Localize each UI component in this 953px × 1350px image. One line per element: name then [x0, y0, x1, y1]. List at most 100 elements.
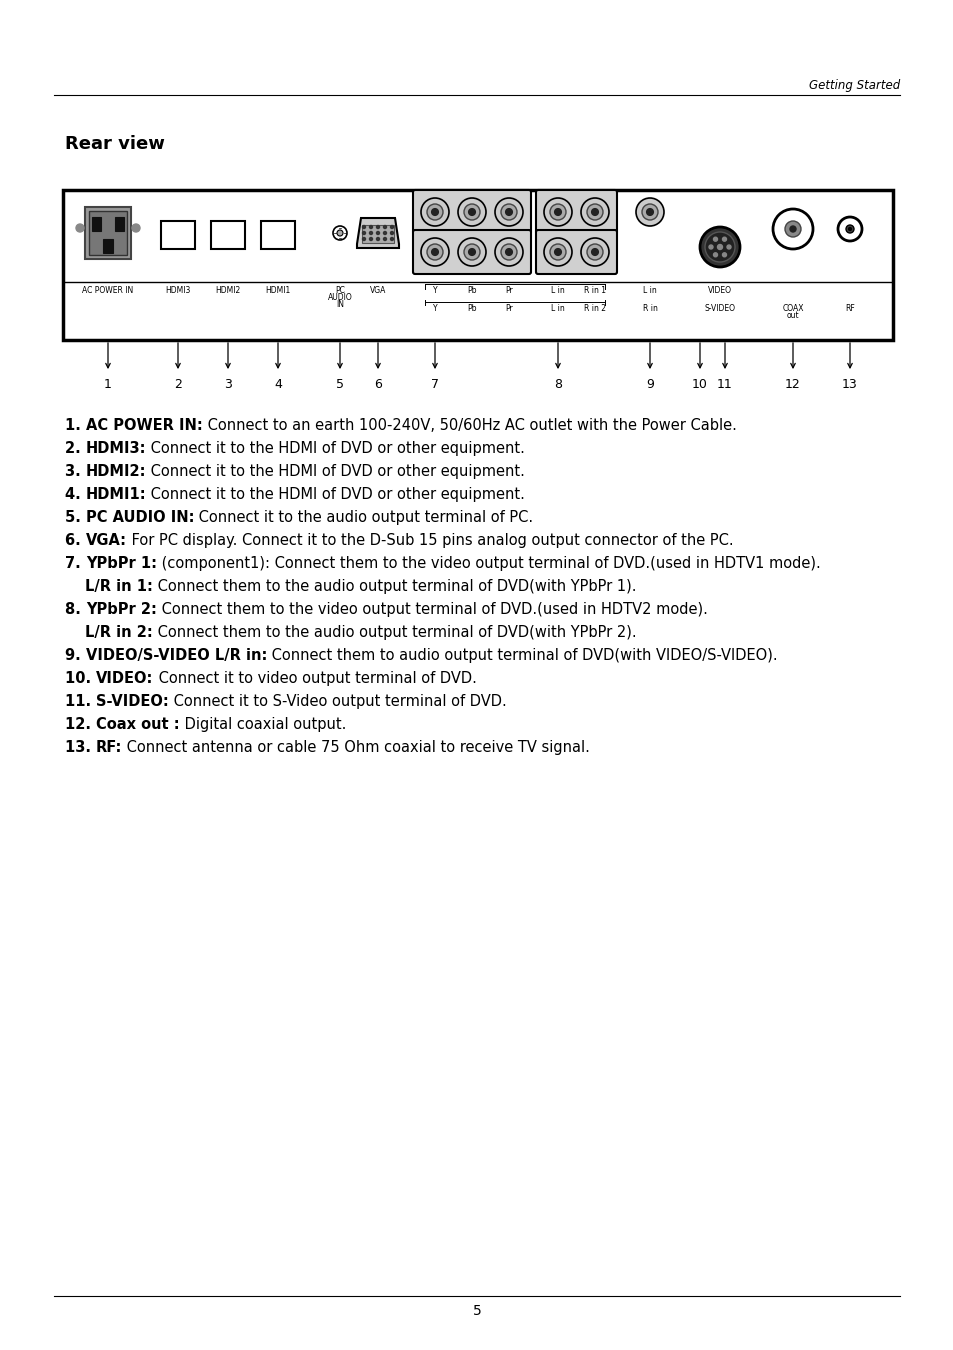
Text: HDMI3: HDMI3	[165, 286, 191, 296]
Text: AUDIO: AUDIO	[327, 293, 352, 302]
Circle shape	[543, 198, 572, 225]
Circle shape	[463, 204, 479, 220]
Text: Connect it to the HDMI of DVD or other equipment.: Connect it to the HDMI of DVD or other e…	[147, 487, 525, 502]
Text: 7.: 7.	[65, 556, 86, 571]
Circle shape	[495, 238, 522, 266]
Text: Pb: Pb	[467, 286, 476, 296]
Circle shape	[554, 248, 561, 255]
Text: 1: 1	[104, 378, 112, 392]
Circle shape	[336, 230, 343, 236]
Text: PC: PC	[335, 286, 345, 296]
Text: 10: 10	[691, 378, 707, 392]
Bar	[115, 217, 124, 231]
Text: VGA: VGA	[370, 286, 386, 296]
Circle shape	[591, 208, 598, 216]
Circle shape	[708, 244, 712, 248]
Circle shape	[369, 238, 372, 240]
Circle shape	[362, 238, 365, 240]
Text: Connect it to S-Video output terminal of DVD.: Connect it to S-Video output terminal of…	[169, 694, 506, 709]
Circle shape	[390, 225, 393, 228]
Text: 11.: 11.	[65, 694, 96, 709]
FancyBboxPatch shape	[413, 230, 531, 274]
Bar	[261, 221, 294, 248]
Circle shape	[376, 238, 379, 240]
Text: Connect them to the video output terminal of DVD.(used in HDTV2 mode).: Connect them to the video output termina…	[156, 602, 707, 617]
Text: out: out	[786, 310, 799, 320]
Circle shape	[700, 227, 740, 267]
Circle shape	[554, 208, 561, 216]
Text: S-VIDEO: S-VIDEO	[703, 304, 735, 313]
Text: Connect to an earth 100-240V, 50/60Hz AC outlet with the Power Cable.: Connect to an earth 100-240V, 50/60Hz AC…	[203, 418, 736, 433]
Text: 4: 4	[274, 378, 282, 392]
Text: 6.: 6.	[65, 533, 86, 548]
Text: L/R in 2:: L/R in 2:	[85, 625, 152, 640]
Text: HDMI1: HDMI1	[265, 286, 291, 296]
Text: 13: 13	[841, 378, 857, 392]
Circle shape	[721, 238, 726, 242]
Text: L in: L in	[551, 304, 564, 313]
Text: RF: RF	[844, 304, 854, 313]
Text: (component1): Connect them to the video output terminal of DVD.(used in HDTV1 mo: (component1): Connect them to the video …	[156, 556, 820, 571]
Text: 3: 3	[224, 378, 232, 392]
Text: HDMI3:: HDMI3:	[86, 441, 146, 456]
Circle shape	[641, 204, 658, 220]
Text: R in 1: R in 1	[583, 286, 605, 296]
Text: VGA:: VGA:	[86, 533, 127, 548]
Text: 12.: 12.	[65, 717, 96, 732]
Polygon shape	[356, 217, 398, 248]
Text: 9: 9	[645, 378, 653, 392]
Text: 7: 7	[431, 378, 438, 392]
Circle shape	[580, 238, 608, 266]
Circle shape	[390, 231, 393, 235]
Text: 12: 12	[784, 378, 800, 392]
Text: S-VIDEO:: S-VIDEO:	[96, 694, 169, 709]
Text: 5: 5	[472, 1304, 481, 1318]
Text: Digital coaxial output.: Digital coaxial output.	[179, 717, 346, 732]
Circle shape	[383, 231, 386, 235]
Circle shape	[369, 231, 372, 235]
Text: VIDEO/S-VIDEO L/R in:: VIDEO/S-VIDEO L/R in:	[86, 648, 267, 663]
FancyBboxPatch shape	[413, 190, 531, 234]
Circle shape	[845, 225, 853, 234]
Circle shape	[772, 209, 812, 248]
Circle shape	[427, 204, 442, 220]
Circle shape	[586, 204, 602, 220]
Text: Y: Y	[433, 304, 436, 313]
Bar	[89, 211, 127, 255]
Circle shape	[383, 238, 386, 240]
Circle shape	[369, 225, 372, 228]
Bar	[63, 190, 892, 340]
Text: HDMI2: HDMI2	[215, 286, 240, 296]
Text: 8.: 8.	[65, 602, 86, 617]
Text: R in: R in	[642, 304, 657, 313]
Text: COAX: COAX	[781, 304, 803, 313]
Text: 8: 8	[554, 378, 561, 392]
Text: Connect them to the audio output terminal of DVD(with YPbPr 2).: Connect them to the audio output termina…	[152, 625, 636, 640]
Text: AC POWER IN: AC POWER IN	[82, 286, 133, 296]
Circle shape	[376, 225, 379, 228]
Circle shape	[837, 217, 862, 242]
Circle shape	[495, 198, 522, 225]
Text: Connect it to the HDMI of DVD or other equipment.: Connect it to the HDMI of DVD or other e…	[146, 441, 525, 456]
Text: PC AUDIO IN:: PC AUDIO IN:	[86, 510, 194, 525]
Circle shape	[505, 248, 512, 255]
Text: Y: Y	[433, 286, 436, 296]
Circle shape	[457, 238, 485, 266]
FancyBboxPatch shape	[536, 230, 617, 274]
Text: R in 2: R in 2	[583, 304, 605, 313]
Circle shape	[847, 228, 851, 231]
Circle shape	[427, 244, 442, 261]
Circle shape	[132, 224, 140, 232]
Circle shape	[420, 198, 449, 225]
Text: 10.: 10.	[65, 671, 96, 686]
Text: Pb: Pb	[467, 304, 476, 313]
Bar	[361, 225, 394, 243]
Circle shape	[468, 208, 475, 216]
Circle shape	[390, 238, 393, 240]
Text: HDMI1:: HDMI1:	[86, 487, 147, 502]
Text: 2.: 2.	[65, 441, 86, 456]
Text: 2: 2	[173, 378, 182, 392]
Bar	[91, 217, 101, 231]
Text: YPbPr 1:: YPbPr 1:	[86, 556, 156, 571]
Bar	[103, 239, 112, 252]
